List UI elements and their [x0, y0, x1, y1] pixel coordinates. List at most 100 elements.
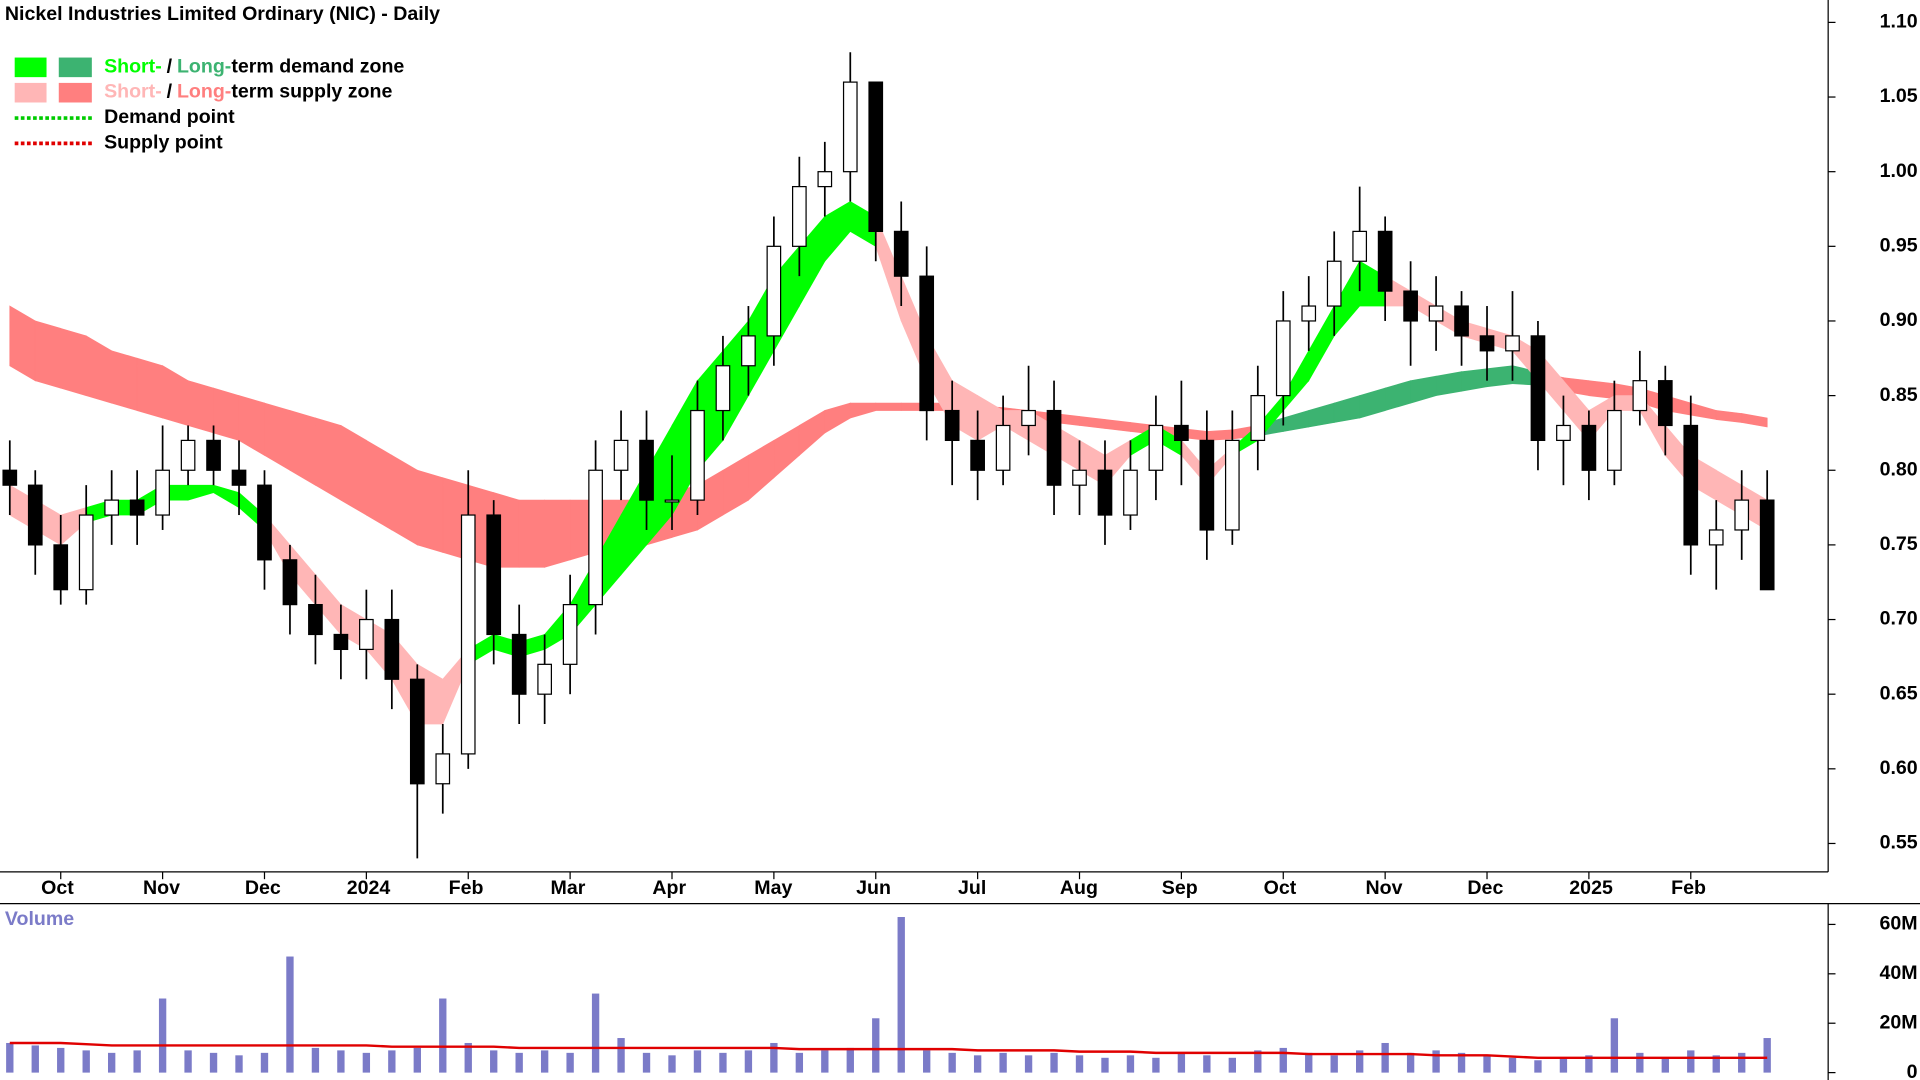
candle-body: [1403, 290, 1418, 322]
volume-bar: [872, 1018, 880, 1073]
volume-bar: [1050, 1052, 1058, 1073]
legend-label: Short- / Long-term demand zone: [104, 56, 404, 78]
x-tick-label: May: [754, 877, 792, 899]
y-tick-label: 0.70: [1880, 608, 1918, 630]
long-zone-segment: [875, 402, 902, 411]
candle-body: [206, 439, 221, 471]
candle-body: [409, 678, 425, 785]
candles: [2, 52, 1775, 859]
long-zone-segment: [1588, 380, 1615, 400]
volume-bar: [133, 1050, 141, 1073]
volume-bar: [158, 998, 167, 1073]
volume-bar: [1432, 1050, 1440, 1073]
candle-body: [1097, 469, 1113, 516]
candle-body: [1174, 424, 1189, 442]
candle-body: [944, 409, 960, 442]
long-zone-segment: [60, 327, 87, 397]
volume-bar: [821, 1050, 829, 1073]
volume-bar: [413, 1047, 421, 1073]
candle-body: [588, 469, 603, 606]
candle-body: [791, 185, 807, 247]
volume-bar: [1330, 1055, 1338, 1073]
long-zone-segment: [213, 387, 240, 441]
x-tick-label: Aug: [1060, 877, 1098, 899]
y-tick-label: 0.75: [1880, 533, 1918, 555]
volume-bar: [1585, 1055, 1593, 1073]
volume-bar: [1254, 1050, 1262, 1073]
candle-body: [1479, 335, 1495, 352]
axes: 0.55 0.60 0.65 0.70 0.75 0.80 0.85 0.90 0.95 1.00…: [41, 11, 1918, 1080]
candle-body: [868, 81, 884, 233]
candle-body: [842, 81, 858, 173]
x-tick-label: Jul: [958, 877, 986, 899]
candle-body: [664, 499, 680, 503]
long-zone-segment: [1435, 371, 1462, 397]
candle-body: [1505, 335, 1520, 352]
candle-body: [1123, 469, 1138, 516]
x-tick-label: Mar: [551, 877, 586, 899]
x-tick-label: 2024: [347, 877, 391, 899]
candle-body: [359, 618, 374, 651]
candle-body: [333, 633, 349, 651]
volume-bar: [719, 1052, 727, 1073]
legend-swatch: [58, 57, 92, 78]
x-tick-label: Jun: [856, 877, 891, 899]
x-tick-label: Oct: [41, 877, 74, 899]
volume-bar: [108, 1052, 116, 1073]
long-zone-segment: [366, 439, 393, 531]
candle-body: [817, 171, 833, 188]
volume-bar: [1101, 1057, 1109, 1073]
legend-text: term demand zone: [231, 56, 404, 78]
x-tick-label: Dec: [245, 877, 281, 899]
volume-bar: [515, 1052, 523, 1073]
candle-body: [511, 633, 527, 695]
legend-short: Short-: [104, 56, 162, 78]
volume-bar: [1610, 1018, 1619, 1073]
candle-body: [1556, 424, 1571, 442]
volume-bar: [668, 1055, 676, 1073]
volume-bar: [973, 1055, 982, 1073]
volume-bar: [923, 1050, 931, 1073]
candle-body: [1657, 380, 1673, 427]
volume-bar: [1177, 1052, 1186, 1073]
volume-bar: [846, 1047, 854, 1073]
volume-bar: [31, 1045, 39, 1073]
candle-body: [893, 230, 909, 277]
candle-body: [562, 604, 578, 665]
candle-body: [1708, 529, 1724, 546]
volume-bar: [1024, 1055, 1033, 1073]
candle-body: [27, 484, 43, 546]
volume-bar: [286, 956, 294, 1073]
volume-bar: [744, 1050, 753, 1073]
candle-body: [1072, 469, 1087, 486]
legend-swatch: [14, 57, 47, 78]
long-zone-segment: [1741, 413, 1768, 428]
candle-body: [995, 424, 1011, 471]
candle-body: [1352, 230, 1368, 262]
volume-bar: [311, 1047, 320, 1073]
candle-body: [155, 469, 170, 516]
candle-body: [1734, 499, 1750, 531]
legend-separator: /: [167, 81, 173, 103]
volume-tick-label: 20M: [1879, 1011, 1917, 1033]
candle-body: [1250, 394, 1266, 442]
long-zone-segment: [391, 454, 418, 546]
candle-body: [1607, 409, 1622, 471]
long-zone-segment: [544, 499, 571, 568]
y-tick-label: 0.85: [1880, 384, 1918, 406]
candle-body: [486, 514, 502, 636]
volume-bar: [388, 1050, 396, 1073]
volume-bar: [1534, 1060, 1542, 1073]
candle-body: [970, 439, 985, 471]
volume-bar: [770, 1042, 778, 1073]
y-tick-label: 0.60: [1880, 757, 1918, 779]
legend-separator: /: [167, 56, 173, 78]
candle-body: [1301, 305, 1317, 322]
candle-body: [1224, 439, 1240, 531]
candle-body: [1199, 439, 1215, 531]
volume-bar: [642, 1052, 651, 1073]
volume-bar: [57, 1047, 65, 1073]
